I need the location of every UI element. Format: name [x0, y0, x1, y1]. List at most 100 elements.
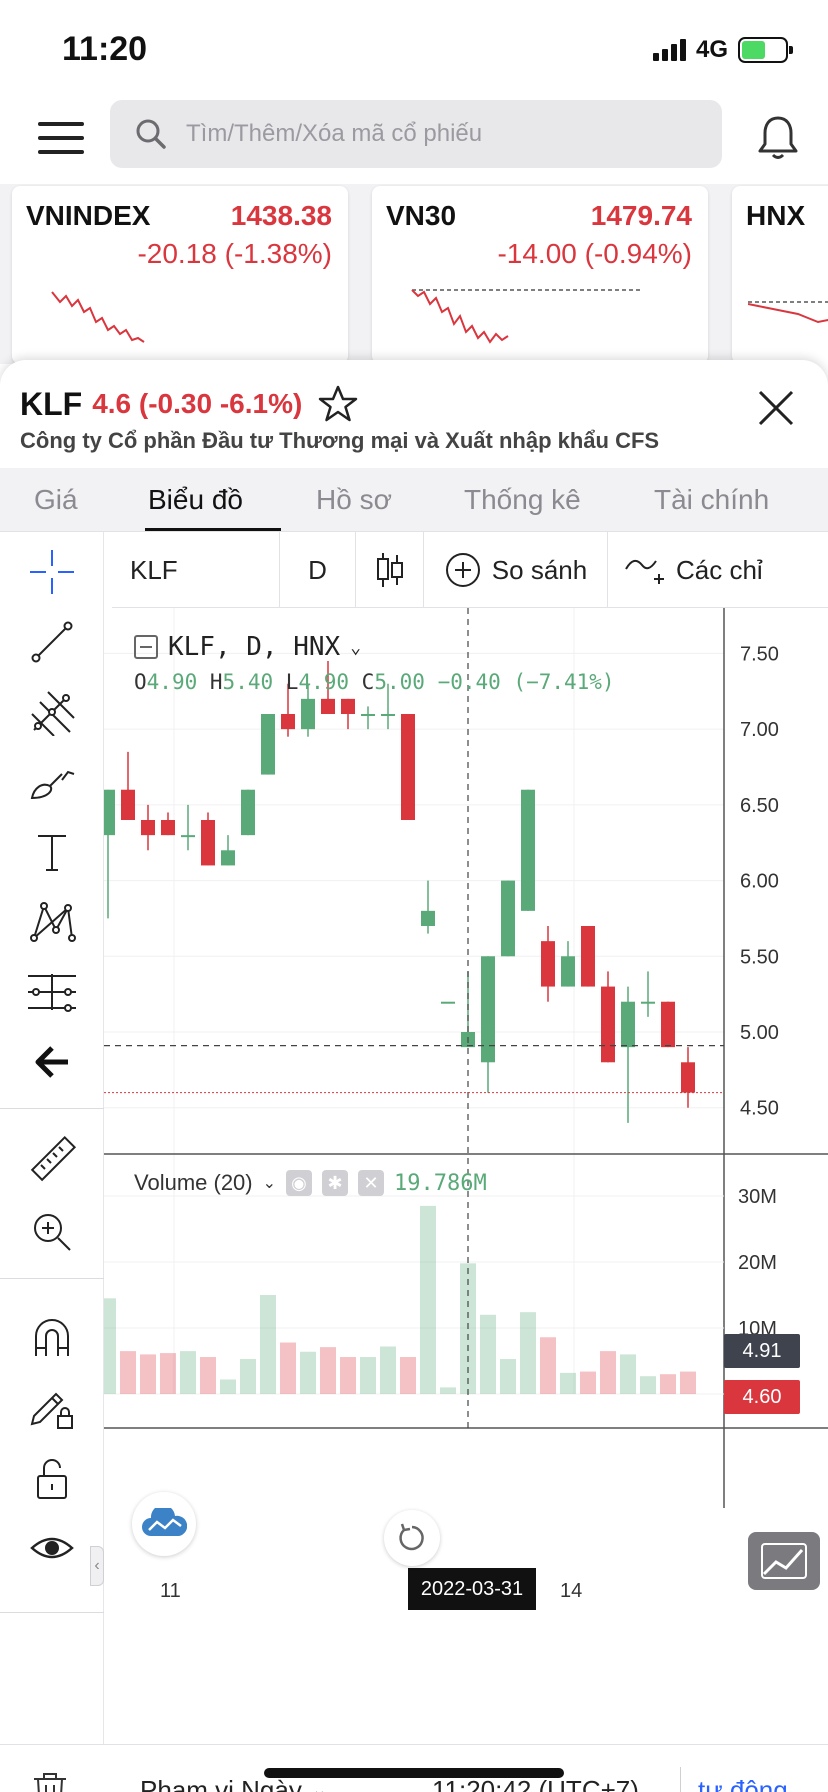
volume-bar — [160, 1353, 176, 1394]
unlock-tool[interactable] — [26, 1452, 78, 1504]
candle-body — [121, 789, 135, 820]
stock-price-change: 4.6 (-0.30 -6.1%) — [92, 388, 303, 419]
chart-legend: KLF, D, HNX ⌄ O4.90 H5.40 L4.90 C5.00 −0… — [134, 632, 615, 694]
tab-statistics[interactable]: Thống kê — [464, 484, 581, 515]
index-value: 1438.38 — [230, 200, 332, 231]
index-sparkline — [51, 291, 145, 343]
candle-body — [141, 820, 155, 836]
collapse-toolbar-handle[interactable]: ‹ — [90, 1546, 104, 1586]
visibility-tool[interactable] — [26, 1522, 78, 1574]
volume-bar — [500, 1359, 516, 1394]
volume-bar — [300, 1351, 316, 1394]
chart-symbol-button[interactable]: KLF — [112, 532, 280, 608]
candle-body — [561, 956, 575, 987]
close-icon[interactable]: ✕ — [358, 1170, 385, 1196]
chart-bottom-bar: Phạm vi Ngày ⌄ 11:20:42 (UTC+7) tự động — [0, 1744, 828, 1792]
candle-body — [104, 789, 115, 836]
menu-icon[interactable] — [38, 122, 84, 154]
search-input[interactable] — [186, 120, 706, 148]
zoom-tool[interactable] — [26, 1206, 78, 1258]
tradingview-logo[interactable] — [132, 1492, 196, 1556]
legend-ohlc: O4.90 H5.40 L4.90 C5.00 −0.40 (−7.41%) — [134, 670, 615, 694]
volume-bar — [280, 1342, 296, 1394]
index-card-hnx[interactable]: HNX — [732, 186, 828, 364]
index-card-vn30[interactable]: VN30 1479.74 -14.00 (-0.94%) — [372, 186, 708, 364]
date-range-selector[interactable]: Phạm vi Ngày ⌄ — [140, 1775, 327, 1792]
index-card-vnindex[interactable]: VNINDEX 1438.38 -20.18 (-1.38%) — [12, 186, 348, 364]
time-zone-clock[interactable]: 11:20:42 (UTC+7) — [432, 1775, 639, 1792]
volume-value: 19.786M — [394, 1170, 487, 1196]
pattern-tool[interactable] — [26, 896, 78, 948]
price-chart[interactable]: 7.507.006.506.005.505.004.5030M20M10M0 — [104, 608, 828, 1632]
gear-icon[interactable]: ✱ — [322, 1170, 349, 1196]
status-right: 4G — [652, 36, 793, 64]
home-indicator — [264, 1768, 564, 1778]
volume-axis-tick: 20M — [738, 1252, 777, 1274]
candle-body — [241, 789, 255, 836]
brush-tool[interactable] — [26, 756, 78, 808]
candle-body — [681, 1062, 695, 1093]
chart-type-button[interactable] — [356, 532, 424, 608]
lock-drawing-tool[interactable] — [26, 1382, 78, 1434]
ruler-tool[interactable] — [26, 1134, 78, 1186]
trend-line-tool[interactable] — [26, 616, 78, 668]
chevron-down-icon[interactable]: ⌄ — [350, 636, 362, 658]
reset-chart-button[interactable] — [384, 1510, 440, 1566]
volume-bar — [520, 1312, 536, 1394]
trash-icon[interactable] — [30, 1771, 70, 1792]
magnet-tool[interactable] — [26, 1312, 78, 1364]
candle-body — [661, 1001, 675, 1048]
candle-body — [581, 926, 595, 987]
price-axis-tick: 7.00 — [740, 719, 779, 741]
volume-bar — [680, 1371, 696, 1394]
search-box[interactable] — [110, 100, 722, 168]
collapse-legend-icon[interactable] — [134, 635, 158, 659]
legend-close-label: C — [361, 670, 375, 694]
candle-body — [441, 1001, 455, 1004]
tab-price[interactable]: Giá — [34, 484, 78, 515]
drawing-toolbar: ‹ — [0, 532, 104, 1744]
indicators-button[interactable]: Các chỉ — [608, 532, 828, 608]
tab-chart[interactable]: Biểu đồ — [148, 484, 243, 515]
toolbar-divider — [0, 1278, 104, 1279]
close-icon[interactable] — [756, 388, 796, 428]
legend-close: 5.00 — [374, 670, 425, 694]
crosshair-icon — [30, 550, 74, 594]
compare-label: So sánh — [491, 554, 588, 585]
candle-body — [301, 698, 315, 730]
star-icon[interactable] — [318, 384, 358, 424]
legend-low-label: L — [285, 670, 299, 694]
legend-change: −0.40 (−7.41%) — [437, 670, 615, 694]
eye-icon[interactable]: ◉ — [286, 1170, 313, 1196]
index-name: HNX — [746, 200, 806, 231]
bell-icon[interactable] — [756, 114, 800, 162]
tab-profile[interactable]: Hồ sơ — [316, 484, 392, 515]
candle-body — [181, 835, 195, 838]
volume-axis-tick: 30M — [738, 1186, 777, 1208]
network-label: 4G — [695, 36, 728, 63]
measure-lines-tool[interactable] — [26, 966, 78, 1018]
add-circle-icon — [445, 553, 480, 587]
chevron-down-icon[interactable]: ⌄ — [262, 1175, 277, 1192]
date-range-label: Phạm vi Ngày — [140, 1775, 302, 1792]
volume-bar — [140, 1354, 156, 1394]
price-axis-tick: 6.00 — [740, 871, 779, 893]
text-tool[interactable] — [26, 826, 78, 878]
horizontal-lines-icon — [28, 974, 76, 1012]
interval-button[interactable]: D — [280, 532, 356, 608]
volume-bar — [540, 1337, 556, 1394]
auto-trend-button[interactable] — [748, 1532, 820, 1590]
pitchfork-icon — [31, 691, 75, 736]
unlock-icon — [37, 1459, 67, 1499]
tab-finance[interactable]: Tài chính — [654, 484, 770, 515]
index-cards: VNINDEX 1438.38 -20.18 (-1.38%) VN30 147… — [0, 184, 828, 364]
auto-scale-toggle[interactable]: tự động — [698, 1775, 788, 1792]
legend-open-label: O — [134, 670, 147, 694]
crosshair-tool[interactable] — [26, 546, 78, 598]
compare-button[interactable]: So sánh — [424, 532, 608, 608]
back-tool[interactable] — [26, 1036, 78, 1088]
stock-header: KLF 4.6 (-0.30 -6.1%) — [20, 384, 358, 424]
pitchfork-tool[interactable] — [26, 686, 78, 738]
chart-area: KLF D So sánh Các chỉ 7.50 7.00 6.50 6.00 5 — [104, 532, 828, 1632]
candle-body — [421, 910, 435, 926]
